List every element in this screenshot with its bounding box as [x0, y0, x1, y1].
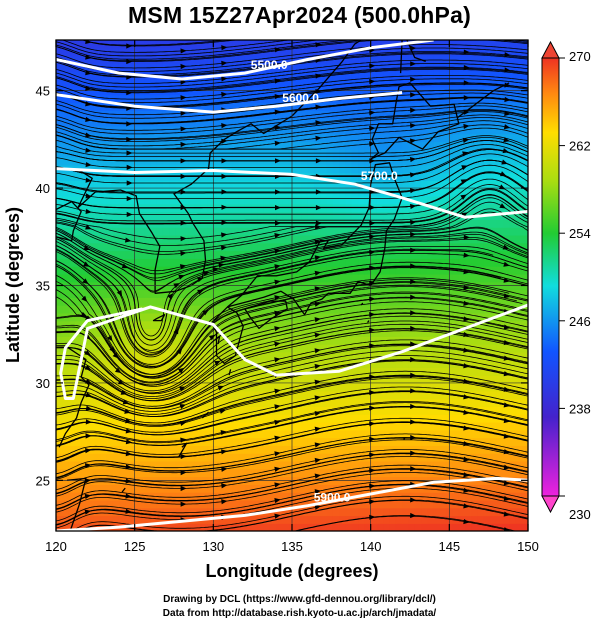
colorbar: 230 238 246 254 262 270	[541, 40, 591, 522]
contour-line	[56, 476, 528, 531]
x-tick-label: 120	[45, 539, 67, 554]
y-tick-label: 30	[36, 376, 50, 391]
wind-streamlines	[56, 40, 528, 531]
x-tick-label: 135	[281, 539, 303, 554]
x-tick-label: 140	[360, 539, 382, 554]
contour-line	[56, 40, 434, 81]
height-contours: 5500.0 5600.0 5700.0 5900.0	[56, 40, 528, 531]
x-tick-label: 145	[438, 539, 460, 554]
x-tick-label: 130	[202, 539, 224, 554]
x-axis-label: Longitude (degrees)	[205, 561, 378, 581]
colorbar-tick-label: 270	[569, 49, 591, 64]
footer-credit-data: Data from http://database.rish.kyoto-u.a…	[162, 608, 437, 619]
colorbar-tick-label: 254	[569, 226, 591, 241]
x-tick-label: 125	[124, 539, 146, 554]
contour-line	[59, 303, 528, 400]
y-tick-label: 25	[36, 473, 50, 488]
colorbar-max-triangle	[541, 40, 560, 59]
colorbar-tick-label: 262	[569, 139, 591, 154]
contour-label: 5600.0	[282, 91, 319, 105]
x-tick-label: 150	[517, 539, 539, 554]
colorbar-tick-label: 230	[569, 507, 591, 522]
y-tick-label: 35	[36, 279, 50, 294]
contour-label: 5500.0	[251, 58, 288, 72]
colorbar-min-triangle	[541, 495, 560, 514]
chart-title: MSM 15Z27Apr2024 (500.0hPa)	[128, 2, 471, 28]
y-tick-label: 45	[36, 84, 50, 99]
colorbar-tick-label: 246	[569, 314, 591, 329]
y-axis-label: Latitude (degrees)	[3, 207, 23, 363]
axis-ticks: 120 125 130 135 140 145 150 25 30 35 40 45	[36, 40, 539, 554]
colorbar-tick-label: 238	[569, 401, 591, 416]
contour-line	[56, 167, 528, 219]
contour-label: 5700.0	[361, 169, 398, 183]
footer-credit-drawing: Drawing by DCL (https://www.gfd-dennou.o…	[163, 594, 436, 605]
y-tick-label: 40	[36, 181, 50, 196]
contour-line	[56, 91, 403, 114]
contour-label: 5900.0	[314, 491, 351, 505]
